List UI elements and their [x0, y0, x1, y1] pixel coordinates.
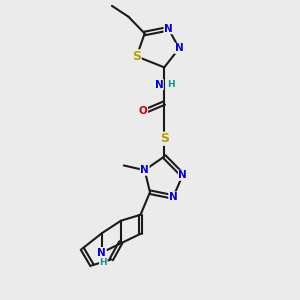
Text: N: N [140, 165, 149, 175]
Text: S: S [160, 132, 169, 145]
Text: N: N [169, 192, 178, 202]
Text: H: H [167, 80, 175, 89]
Text: N: N [164, 24, 173, 34]
Text: N: N [178, 170, 187, 180]
Text: S: S [132, 50, 141, 63]
Text: O: O [139, 106, 148, 116]
Text: N: N [98, 248, 106, 257]
Text: N: N [154, 80, 163, 90]
Text: H: H [100, 258, 107, 267]
Text: N: N [175, 44, 184, 53]
